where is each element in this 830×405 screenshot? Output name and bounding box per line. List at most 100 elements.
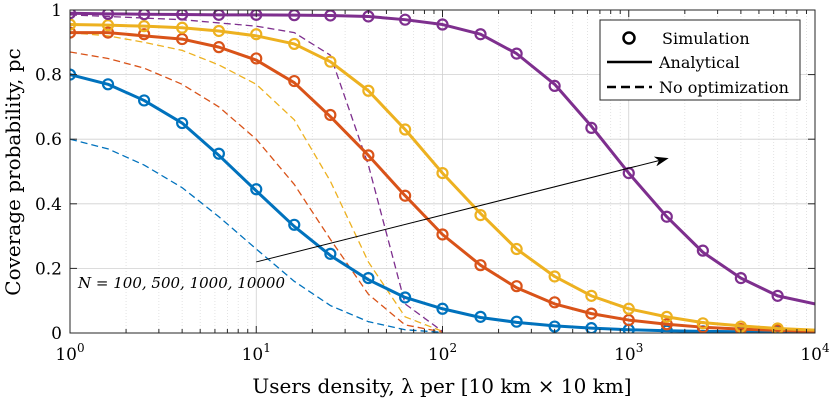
simulation-marker (101, 26, 115, 39)
simulation-marker (548, 296, 561, 309)
simulation-marker (734, 271, 747, 285)
simulation-marker (138, 20, 151, 33)
analytical-line (70, 31, 815, 333)
simulation-marker (436, 18, 449, 31)
series-layer (70, 10, 815, 333)
y-tick-label: 0.6 (35, 130, 62, 150)
simulation-marker (510, 242, 523, 256)
simulation-marker (585, 289, 598, 302)
series-group (70, 51, 443, 333)
x-axis-title: Users density, λ per [10 km × 10 km] (252, 374, 631, 398)
y-tick-label: 0 (51, 324, 62, 344)
y-tick-label: 0.4 (35, 195, 62, 215)
simulation-marker (70, 26, 77, 39)
legend-no-optimization-label: No optimization (659, 78, 789, 97)
simulation-marker (138, 28, 151, 41)
analytical-line (70, 23, 815, 332)
simulation-marker (212, 41, 225, 54)
simulation-marker (474, 259, 487, 272)
simulation-marker (660, 318, 673, 331)
simulation-marker (138, 10, 151, 21)
series-group (70, 14, 443, 332)
analytical-line (70, 73, 815, 333)
simulation-marker (250, 52, 263, 65)
simulation-marker (510, 315, 523, 328)
simulation-marker (288, 218, 301, 231)
simulation-marker (436, 228, 449, 241)
axis-ticks (69, 9, 816, 334)
simulation-marker (585, 121, 598, 134)
x-tick-label: 104 (800, 341, 830, 365)
simulation-marker (212, 10, 225, 21)
simulation-marker (436, 167, 449, 180)
y-tick-label: 0.8 (35, 66, 62, 86)
simulation-marker (399, 123, 412, 136)
simulation-marker (696, 317, 709, 330)
series-group (70, 10, 815, 306)
x-tick-label: 101 (242, 341, 271, 365)
simulation-marker (176, 116, 189, 130)
simulation-marker (622, 313, 635, 327)
simulation-marker (660, 310, 673, 323)
simulation-marker (212, 147, 225, 160)
legend-analytical-label: Analytical (658, 53, 740, 72)
simulation-marker (436, 302, 449, 315)
simulation-marker (288, 37, 301, 51)
simulation-marker (101, 78, 115, 91)
x-tick-labels: 100 101 102 103 104 (55, 341, 830, 365)
simulation-marker (548, 270, 561, 283)
simulation-marker (324, 55, 337, 68)
no-optimization-line (70, 138, 443, 333)
simulation-marker (138, 94, 151, 107)
series-group (70, 31, 443, 332)
series-annotation: N = 100, 500, 1000, 10000 (77, 274, 285, 292)
simulation-marker (324, 108, 337, 122)
no-optimization-line (70, 14, 443, 332)
legend: Simulation Analytical No optimization (599, 19, 801, 101)
y-axis-title: Coverage probability, pc (1, 48, 25, 295)
simulation-marker (399, 291, 412, 304)
legend-simulation-marker (622, 31, 636, 45)
simulation-marker (474, 28, 487, 41)
no-optimization-line (70, 51, 443, 333)
simulation-marker (362, 271, 375, 285)
simulation-marker (250, 183, 263, 196)
simulation-marker (548, 79, 561, 93)
simulation-marker (362, 84, 375, 97)
simulation-marker (288, 74, 301, 88)
x-tick-label: 103 (614, 341, 643, 365)
trend-arrow (256, 156, 669, 263)
legend-simulation-label: Simulation (662, 29, 750, 48)
simulation-marker (771, 322, 784, 333)
simulation-marker (660, 210, 673, 223)
simulation-marker (474, 209, 487, 222)
simulation-marker (101, 19, 115, 32)
simulation-marker (362, 149, 375, 162)
simulation-marker (250, 28, 263, 41)
x-tick-label: 100 (55, 341, 84, 365)
simulation-marker (324, 247, 337, 260)
simulation-marker (399, 189, 412, 202)
y-tick-labels: 0 0.2 0.4 0.6 0.8 1 (35, 1, 62, 344)
x-tick-label: 102 (428, 341, 457, 365)
simulation-marker (585, 322, 598, 333)
simulation-marker (212, 24, 225, 38)
simulation-marker (474, 310, 487, 323)
series-group (70, 138, 443, 333)
simulation-marker (70, 18, 77, 31)
simulation-marker (510, 280, 523, 293)
simulation-marker (585, 307, 598, 320)
y-tick-label: 0.2 (35, 259, 62, 279)
simulation-marker (399, 13, 412, 26)
simulation-marker (250, 10, 263, 21)
simulation-marker (176, 21, 189, 34)
simulation-marker (176, 32, 189, 46)
simulation-marker (70, 10, 77, 20)
series-group (70, 18, 815, 333)
simulation-marker (622, 302, 635, 315)
y-tick-label: 1 (51, 1, 62, 21)
simulation-marker (771, 289, 784, 302)
simulation-marker (176, 10, 189, 21)
simulation-marker (696, 244, 709, 257)
